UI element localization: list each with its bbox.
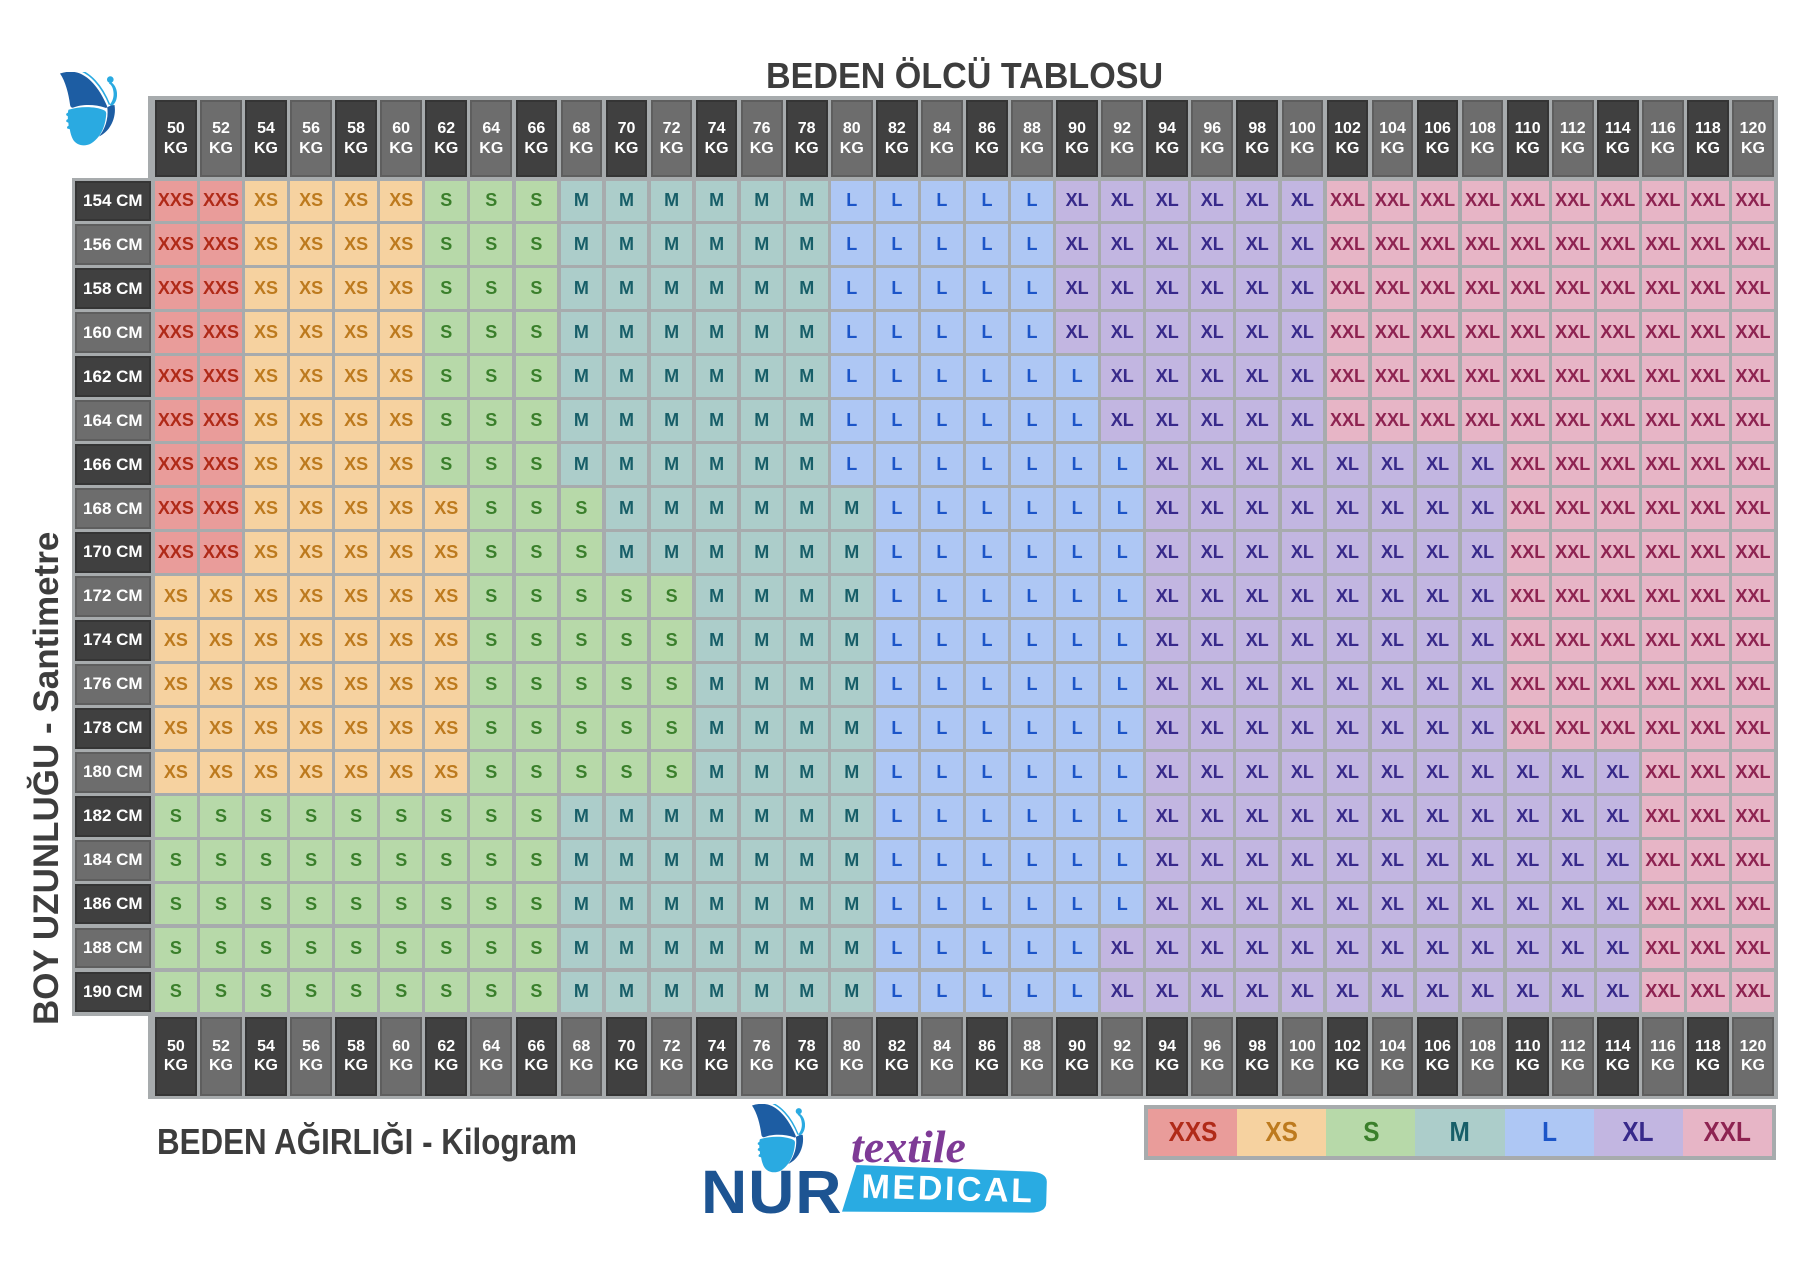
svg-text:MEDICAL: MEDICAL [861,1168,1035,1211]
